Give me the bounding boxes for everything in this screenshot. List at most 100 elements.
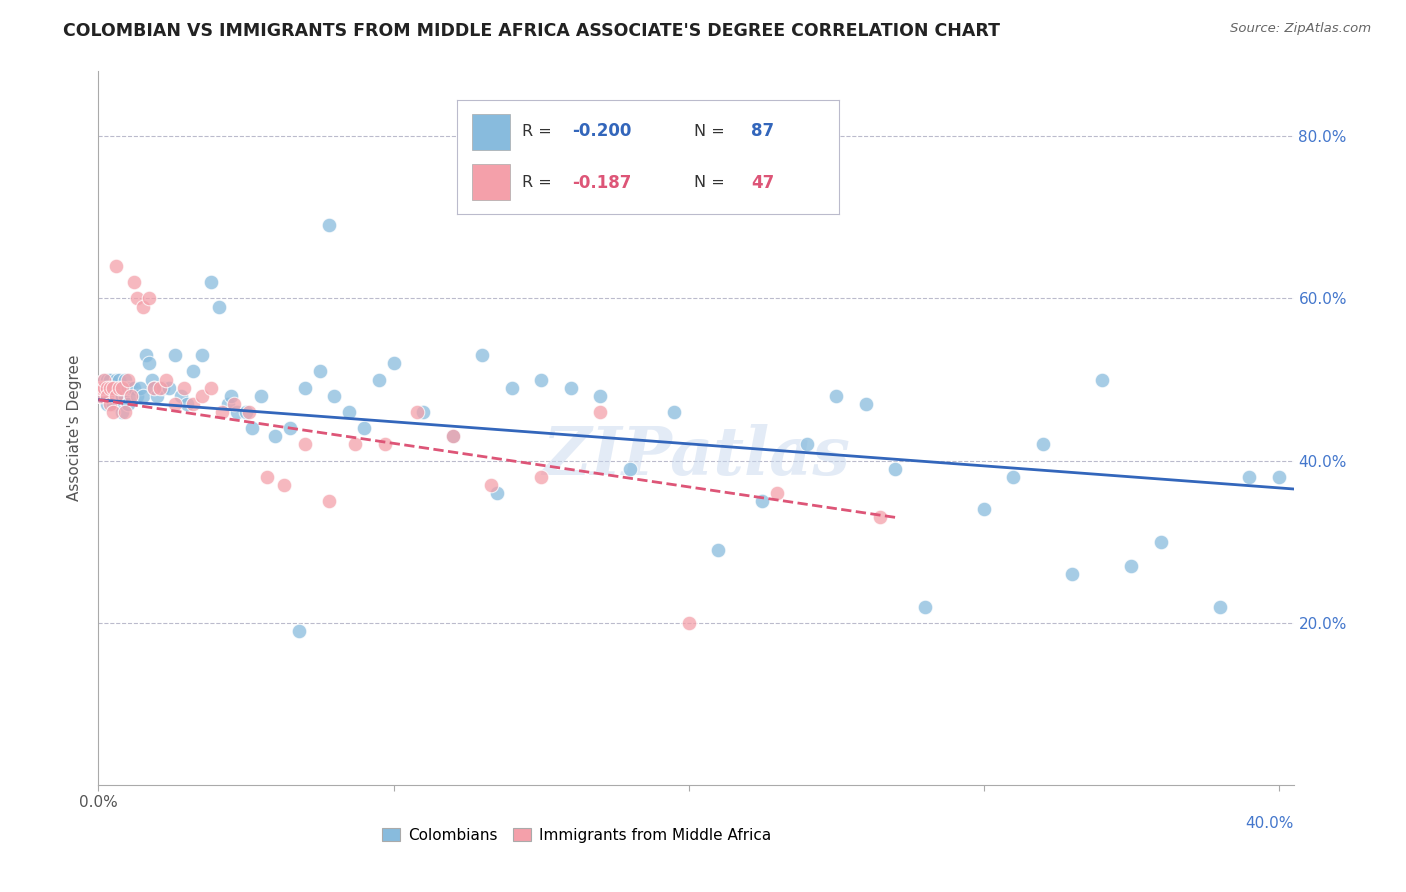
Point <box>105 389 128 403</box>
Legend: Colombians, Immigrants from Middle Africa: Colombians, Immigrants from Middle Afric… <box>375 822 778 848</box>
Point <box>249 389 271 403</box>
Point <box>101 405 124 419</box>
Point <box>117 381 139 395</box>
Point <box>678 615 700 630</box>
Point <box>235 405 257 419</box>
Point <box>98 372 121 386</box>
Point <box>374 437 396 451</box>
Point <box>96 389 118 403</box>
Point <box>176 397 198 411</box>
Point <box>108 381 131 395</box>
Point <box>1032 437 1054 451</box>
Point <box>308 364 330 378</box>
Point <box>90 381 112 395</box>
Point <box>155 372 177 386</box>
Point <box>143 381 166 395</box>
Point <box>1150 534 1173 549</box>
Point <box>530 372 553 386</box>
Point <box>318 219 340 233</box>
Point <box>125 389 148 403</box>
Point <box>122 381 145 395</box>
Point <box>131 300 153 314</box>
Point <box>96 381 118 395</box>
Point <box>914 599 936 614</box>
Point <box>138 356 160 370</box>
Point <box>93 381 115 395</box>
Point <box>406 405 429 419</box>
Point <box>138 292 160 306</box>
Point <box>149 381 172 395</box>
Point <box>200 381 222 395</box>
Point <box>238 405 260 419</box>
Point <box>93 372 115 386</box>
Point <box>90 381 112 395</box>
Point <box>125 292 148 306</box>
Point <box>190 348 212 362</box>
Point <box>181 397 204 411</box>
Point <box>111 381 134 395</box>
Point <box>855 397 877 411</box>
Point <box>173 381 195 395</box>
Point <box>211 405 233 419</box>
Text: 40.0%: 40.0% <box>1246 815 1294 830</box>
Point <box>707 542 730 557</box>
Point <box>323 389 346 403</box>
Point <box>93 381 115 395</box>
Point <box>200 275 222 289</box>
Text: Source: ZipAtlas.com: Source: ZipAtlas.com <box>1230 22 1371 36</box>
Point <box>501 381 523 395</box>
Point <box>973 502 995 516</box>
Point <box>1002 470 1025 484</box>
Point <box>264 429 287 443</box>
Point <box>796 437 818 451</box>
Point <box>90 381 112 395</box>
Point <box>120 381 142 395</box>
Point <box>441 429 464 443</box>
Point <box>318 494 340 508</box>
Point <box>217 397 239 411</box>
Point <box>273 478 295 492</box>
Point <box>101 397 124 411</box>
Point <box>143 381 166 395</box>
Point <box>479 478 502 492</box>
Point <box>105 389 128 403</box>
Point <box>353 421 375 435</box>
Point <box>165 397 187 411</box>
Point <box>1121 559 1143 574</box>
Point <box>766 486 789 500</box>
Point <box>1091 372 1114 386</box>
Point <box>117 397 139 411</box>
Point <box>96 372 118 386</box>
Point <box>108 381 131 395</box>
Point <box>141 372 163 386</box>
Point <box>294 437 316 451</box>
Point <box>98 389 121 403</box>
Point <box>101 381 124 395</box>
Point <box>560 381 582 395</box>
Point <box>751 494 773 508</box>
Point <box>619 461 641 475</box>
Point <box>367 372 389 386</box>
Point <box>1209 599 1232 614</box>
Point <box>240 421 263 435</box>
Point <box>114 372 136 386</box>
Point <box>131 389 153 403</box>
Point <box>884 461 907 475</box>
Point <box>90 389 112 403</box>
Point <box>589 405 612 419</box>
Point <box>382 356 405 370</box>
Text: ZIPatlas: ZIPatlas <box>543 425 849 489</box>
Point <box>111 389 134 403</box>
Point <box>105 372 128 386</box>
Point <box>96 389 118 403</box>
Point <box>101 381 124 395</box>
Point <box>105 259 128 273</box>
Point <box>1062 567 1084 582</box>
Point <box>170 389 193 403</box>
Point <box>662 405 685 419</box>
Y-axis label: Associate's Degree: Associate's Degree <box>67 355 83 501</box>
Point <box>98 381 121 395</box>
Point <box>278 421 301 435</box>
Point <box>117 372 139 386</box>
Point <box>98 381 121 395</box>
